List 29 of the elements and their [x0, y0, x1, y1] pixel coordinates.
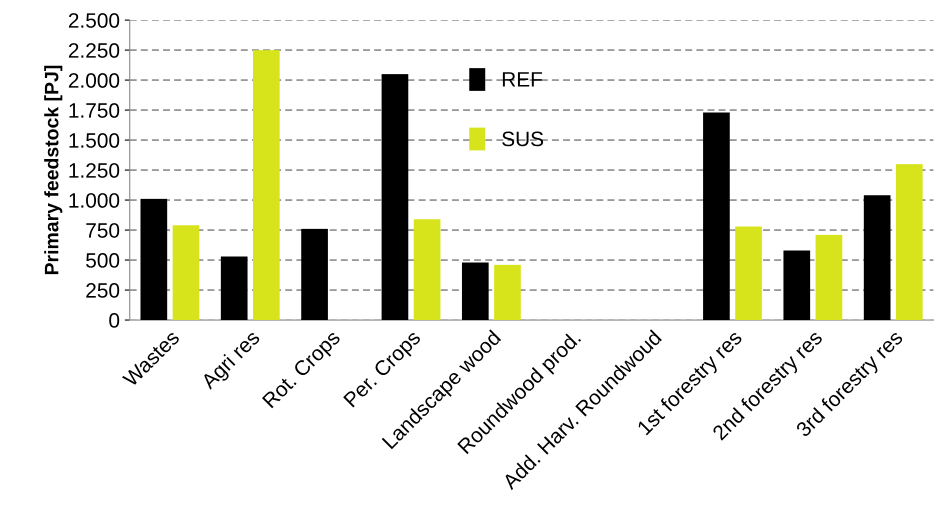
bar	[783, 250, 810, 320]
y-tick-label: 2.250	[68, 43, 120, 58]
y-tick-label: 2.500	[68, 13, 120, 28]
bar	[172, 225, 200, 320]
y-tick-label: 250	[86, 283, 120, 298]
y-tick-label: 1.500	[69, 133, 120, 148]
bar	[253, 50, 280, 320]
y-tick-label: 750	[86, 223, 120, 238]
y-tick-label: 2.000	[68, 73, 120, 88]
bar	[140, 198, 168, 320]
y-tick-label: 0	[109, 313, 120, 328]
bar	[462, 262, 489, 320]
bar	[414, 219, 440, 320]
bar	[220, 256, 248, 320]
y-tick-label: 1.250	[69, 163, 120, 178]
bar	[382, 74, 408, 320]
bar	[735, 226, 762, 320]
y-axis-title: Primary feedstock [PJ]	[44, 66, 62, 274]
bar	[703, 112, 730, 320]
bar	[301, 228, 328, 320]
bar	[896, 164, 923, 320]
legend-label: REF	[502, 72, 542, 87]
bar	[816, 234, 842, 320]
y-tick-label: 500	[86, 253, 120, 268]
bar	[864, 195, 890, 320]
legend-label: SUS	[502, 132, 544, 146]
y-tick-label: 1.000	[69, 193, 120, 208]
y-tick-label: 1.750	[69, 103, 120, 118]
bar	[494, 264, 521, 320]
